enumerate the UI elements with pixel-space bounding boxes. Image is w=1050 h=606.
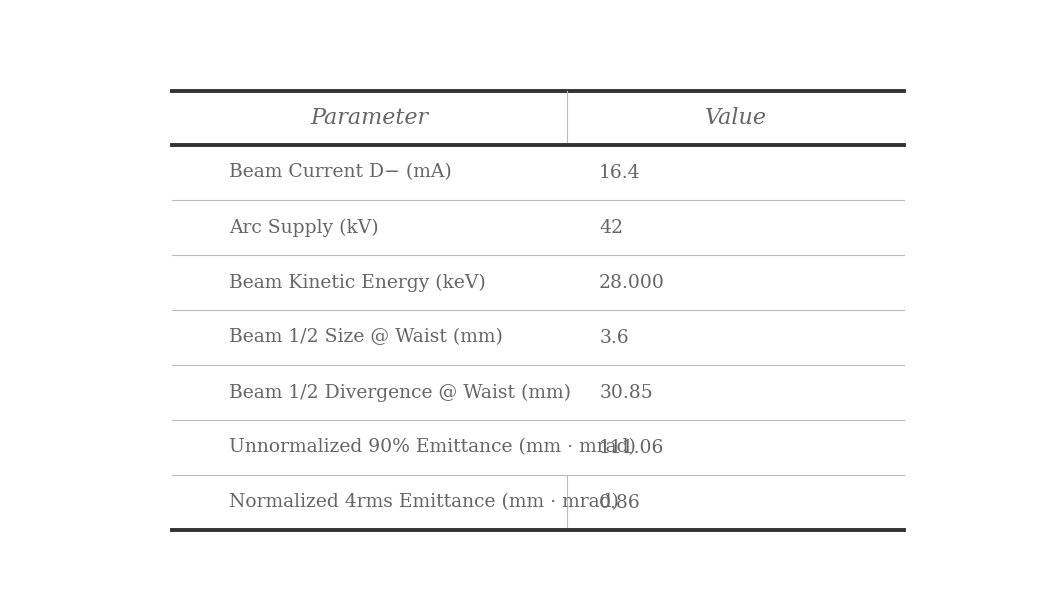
Text: Beam Current D− (mA): Beam Current D− (mA) xyxy=(229,164,452,182)
Text: 3.6: 3.6 xyxy=(600,328,629,347)
Text: 30.85: 30.85 xyxy=(600,384,653,402)
Text: 28.000: 28.000 xyxy=(600,273,665,291)
Text: 0.86: 0.86 xyxy=(600,493,640,511)
Text: Beam 1/2 Divergence @ Waist (mm): Beam 1/2 Divergence @ Waist (mm) xyxy=(229,384,571,402)
Text: Parameter: Parameter xyxy=(310,107,428,129)
Text: Beam Kinetic Energy (keV): Beam Kinetic Energy (keV) xyxy=(229,273,486,291)
Text: Beam 1/2 Size @ Waist (mm): Beam 1/2 Size @ Waist (mm) xyxy=(229,328,503,347)
Text: 16.4: 16.4 xyxy=(600,164,640,182)
Text: Arc Supply (kV): Arc Supply (kV) xyxy=(229,218,378,237)
Text: Value: Value xyxy=(705,107,766,129)
Text: Unnormalized 90% Emittance (mm · mrad): Unnormalized 90% Emittance (mm · mrad) xyxy=(229,439,635,456)
Text: Normalized 4rms Emittance (mm · mrad): Normalized 4rms Emittance (mm · mrad) xyxy=(229,493,618,511)
Text: 42: 42 xyxy=(600,219,623,236)
Text: 111.06: 111.06 xyxy=(600,439,665,456)
